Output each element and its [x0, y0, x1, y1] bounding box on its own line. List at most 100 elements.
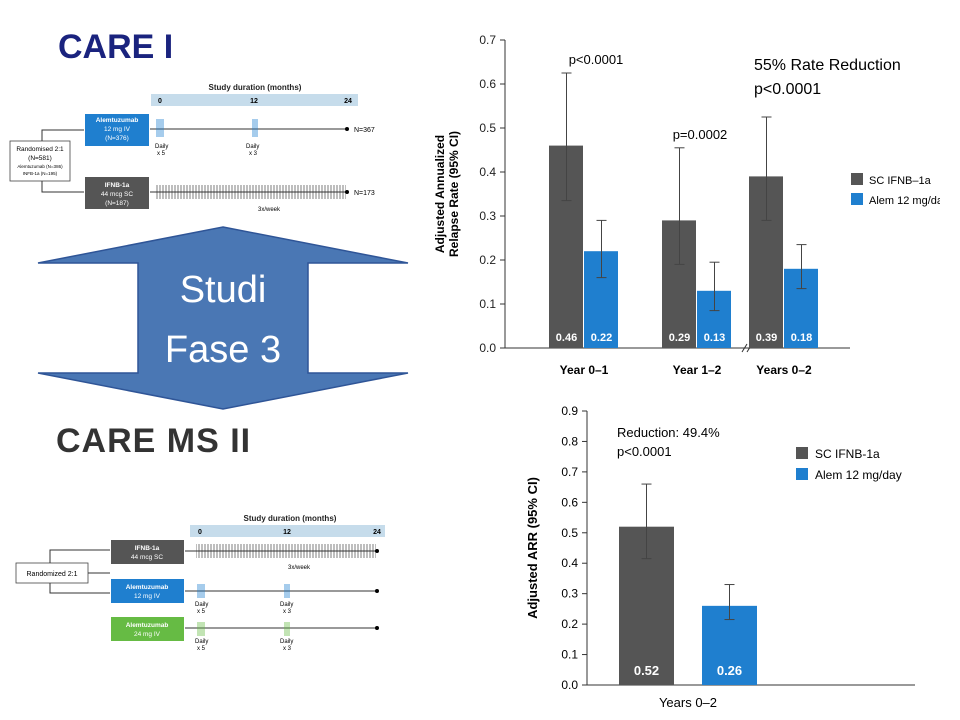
bar-value-label: 0.18	[791, 332, 812, 344]
d1-connector-bottom	[41, 181, 84, 193]
phase3-double-arrow: Studi Fase 3	[37, 226, 409, 410]
d2-arm-ifnb-freq: 3x/week	[288, 565, 311, 571]
d1-arm-ifnb-box	[85, 177, 149, 209]
d1-randomised-ifnb: INFB-1a (N=195)	[23, 171, 58, 176]
d2-arm-alem12-end-dot	[375, 589, 379, 593]
d2-connector-bottom	[49, 583, 110, 594]
legend-swatch	[851, 173, 863, 185]
d1-randomised-n: (N=581)	[28, 155, 52, 162]
legend-label: SC IFNB–1a	[869, 175, 932, 187]
y-tick-label: 0.5	[479, 121, 496, 135]
d1-tick-12: 12	[250, 98, 258, 105]
d1-randomised-alem: Alemtuzumab (N=386)	[17, 164, 63, 169]
category-label: Year 1–2	[673, 363, 722, 377]
d1-arm-ifnb-n: (N=187)	[105, 200, 129, 207]
double-arrow-shape	[37, 226, 409, 410]
care-ms-ii-study-diagram: Study duration (months) 0 12 24 Randomiz…	[15, 514, 385, 652]
d2-randomised-text: Randomized 2:1	[27, 571, 78, 578]
y-tick-label: 0.7	[479, 33, 496, 47]
d1-arm-alem-end: N=367	[354, 127, 375, 134]
bar-value-label: 0.22	[591, 332, 612, 344]
d2-arm-alem24-name: Alemtuzumab	[126, 622, 169, 629]
reduction-annotation: Reduction: 49.4%	[617, 425, 720, 440]
y-tick-label: 0.6	[479, 77, 496, 91]
d1-timeline-bar	[151, 94, 358, 106]
d2-arm-ifnb-box	[111, 540, 184, 564]
legend-label: Alem 12 mg/day	[869, 195, 940, 207]
p-value-annotation: p<0.0001	[617, 444, 672, 459]
category-label: Years 0–2	[756, 363, 812, 377]
arrow-text-line1: Studi	[180, 269, 267, 311]
d1-arm-alem-name: Alemtuzumab	[96, 117, 139, 124]
legend-swatch	[851, 193, 863, 205]
y-tick-label: 0.0	[479, 341, 496, 355]
d2-arm-ifnb-end-dot	[375, 549, 379, 553]
d2-tick-0: 0	[198, 529, 202, 536]
d2-arm-alem12-name: Alemtuzumab	[126, 584, 169, 591]
d1-randomised-text: Randomised 2:1	[16, 146, 64, 153]
y-tick-label: 0.1	[479, 297, 496, 311]
y-tick-label: 0.4	[479, 165, 496, 179]
d1-arm-alem-dose: 12 mg IV	[104, 126, 131, 133]
y-tick-label: 0.3	[561, 587, 578, 601]
d2-alem24-x-2: x 3	[283, 646, 292, 652]
y-tick-label: 0.9	[561, 404, 578, 418]
d2-arm-alem12-dose: 12 mg IV	[134, 593, 161, 600]
bar-value-label: 0.46	[556, 332, 577, 344]
d1-arm-alem-end-dot	[345, 127, 349, 131]
axis-break-mark	[741, 343, 748, 353]
p-value-annotation: p<0.0001	[569, 52, 624, 67]
rate-reduction-text: 55% Rate Reduction	[754, 57, 901, 74]
d2-alem24-daily-2: Daily	[280, 639, 293, 645]
care-i-study-diagram: Study duration (months) 0 12 24 Randomis…	[9, 83, 375, 213]
d2-alem12-x-2: x 3	[283, 609, 292, 615]
d1-arm-alem-box	[85, 114, 149, 146]
p-value-annotation: p=0.0002	[673, 127, 728, 142]
d2-alem24-daily-1: Daily	[195, 639, 208, 645]
d1-tick-24: 24	[344, 98, 352, 105]
bar-value-label: 0.39	[756, 332, 777, 344]
d2-arm-alem24-dose: 24 mg IV	[134, 631, 161, 638]
d1-connector-top	[41, 129, 84, 141]
d1-arm-alem-n: (N=376)	[105, 135, 129, 142]
d2-arm-alem12-box	[111, 579, 184, 603]
d1-arm-ifnb-end-dot	[345, 190, 349, 194]
d1-x-2: x 3	[249, 151, 258, 157]
y-tick-label: 0.1	[561, 648, 578, 662]
y-tick-label: 0.8	[561, 434, 578, 448]
d1-arm-ifnb-end: N=173	[354, 190, 375, 197]
d1-arm-ifnb-freq: 3x/week	[258, 207, 281, 213]
d1-header: Study duration (months)	[209, 83, 302, 92]
y-tick-label: 0.2	[479, 253, 496, 267]
y-tick-label: 0.3	[479, 209, 496, 223]
d2-alem12-x-1: x 5	[197, 609, 206, 615]
y-tick-label: 0.5	[561, 526, 578, 540]
bar-value-label: 0.52	[634, 663, 659, 678]
d2-alem12-daily-2: Daily	[280, 602, 293, 608]
d1-tick-0: 0	[158, 98, 162, 105]
d2-alem24-x-1: x 5	[197, 646, 206, 652]
y-tick-label: 0.2	[561, 617, 578, 631]
y-tick-label: 0.6	[561, 495, 578, 509]
care-i-arr-chart: 0.0 0.1 0.2 0.3 0.4 0.5 0.6 0.7 Adjusted Annuali…	[433, 33, 940, 377]
d1-randomised-box	[9, 140, 71, 182]
d1-arm-ifnb-name: IFNB-1a	[105, 182, 130, 189]
d2-arm-alem24-end-dot	[375, 626, 379, 630]
rate-reduction-p: p<0.0001	[754, 81, 821, 98]
legend-label: Alem 12 mg/day	[815, 468, 902, 482]
legend-swatch	[796, 468, 808, 480]
category-label: Year 0–1	[560, 363, 609, 377]
y-tick-label: 0.0	[561, 678, 578, 692]
d2-arm-ifnb-dose: 44 mcg SC	[131, 554, 163, 561]
y-tick-label: 0.4	[561, 556, 578, 570]
d1-daily-2: Daily	[246, 144, 259, 150]
category-label: Years 0–2	[659, 695, 717, 710]
d2-tick-12: 12	[283, 529, 291, 536]
y-axis-title-line1: Adjusted Annualized	[433, 135, 447, 253]
d1-daily-1: Daily	[155, 144, 168, 150]
legend-label: SC IFNB-1a	[815, 447, 880, 461]
care-i-title: CARE I	[58, 28, 174, 66]
d2-arm-ifnb-name: IFNB-1a	[135, 545, 160, 552]
bar-value-label: 0.26	[717, 663, 742, 678]
